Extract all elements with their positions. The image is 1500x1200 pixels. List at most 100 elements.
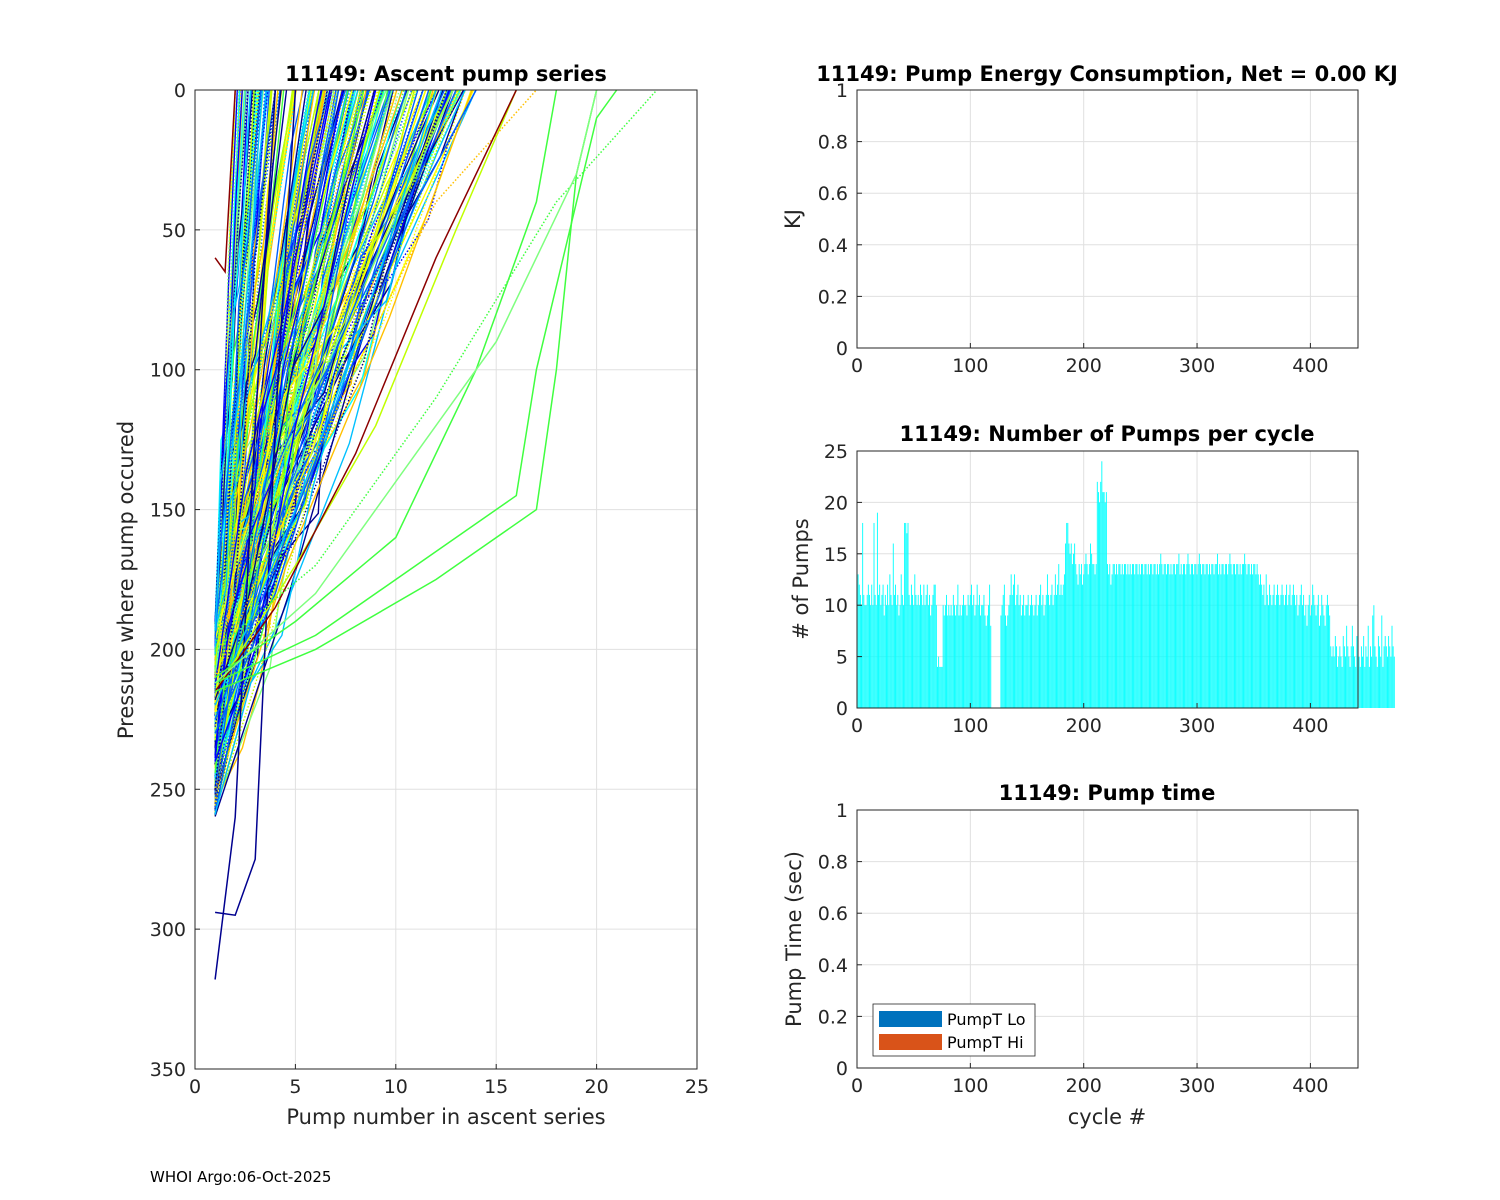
npumps-bar	[1139, 574, 1141, 708]
ascent-profile-line	[214, 90, 353, 713]
npumps-bar	[1159, 564, 1161, 708]
npumps-bar	[1107, 564, 1108, 708]
npumps-bar	[1290, 605, 1292, 708]
energy-ytick-label: 0	[836, 338, 848, 360]
npumps-bar	[1232, 564, 1234, 708]
ascent-profile-line	[214, 90, 447, 807]
npumps-bar	[918, 605, 920, 708]
npumps-xtick-label: 200	[1066, 715, 1102, 737]
npumps-bar	[948, 605, 950, 708]
npumps-bar	[1348, 656, 1350, 708]
ascent-series-line-0	[214, 90, 277, 980]
energy-xtick-label: 0	[851, 355, 863, 377]
npumps-bar	[1370, 646, 1371, 708]
npumps-bar	[920, 584, 921, 708]
npumps-bar	[1015, 605, 1017, 708]
npumps-bar	[964, 605, 966, 708]
npumps-bar	[1029, 605, 1031, 708]
npumps-bar	[1224, 564, 1226, 708]
npumps-bar	[1028, 615, 1030, 708]
npumps-axes-box	[856, 450, 1359, 709]
npumps-bar	[879, 584, 881, 708]
npumps-bar	[1389, 646, 1391, 708]
ascent-ytick-label: 350	[150, 1059, 186, 1081]
energy-xtick-label: 300	[1179, 355, 1215, 377]
npumps-bar	[1104, 502, 1106, 708]
npumps-bar	[876, 512, 878, 708]
npumps-bar	[1090, 543, 1091, 708]
npumps-bar	[1023, 594, 1025, 708]
npumps-bar	[1181, 574, 1183, 708]
npumps-bar	[1068, 543, 1070, 708]
npumps-bar	[1278, 594, 1280, 708]
npumps-bar	[946, 594, 947, 708]
npumps-bar	[985, 625, 987, 708]
pumptime-ytick-label: 0.4	[818, 955, 848, 977]
npumps-bar	[922, 605, 924, 708]
npumps-ytick-label: 10	[824, 595, 848, 617]
ascent-series-line-6	[214, 90, 437, 706]
npumps-bar	[940, 666, 942, 708]
npumps-bar	[1256, 564, 1258, 708]
ascent-ytick-label: 100	[150, 360, 186, 382]
npumps-bar	[1169, 574, 1171, 708]
npumps-bar	[1127, 564, 1129, 708]
npumps-bar	[1112, 564, 1114, 708]
npumps-bar	[1313, 594, 1315, 708]
npumps-bar	[961, 605, 963, 708]
npumps-bar	[981, 605, 983, 708]
npumps-ytick-label: 25	[824, 441, 848, 463]
npumps-bar	[1160, 553, 1162, 708]
npumps-bar	[929, 594, 930, 708]
npumps-bar	[1143, 574, 1145, 708]
npumps-bar	[1281, 584, 1283, 708]
npumps-bar	[1355, 666, 1357, 708]
npumps-bar	[1012, 584, 1014, 708]
npumps-bar	[1175, 574, 1176, 708]
npumps-bar	[925, 594, 927, 708]
npumps-bar	[1027, 594, 1029, 708]
ascent-profile-line	[214, 90, 473, 796]
npumps-bar	[1347, 646, 1349, 708]
npumps-bar	[1295, 605, 1297, 708]
npumps-bar	[1307, 605, 1309, 708]
npumps-bar	[986, 615, 988, 708]
npumps-bar	[1082, 584, 1084, 708]
npumps-bar	[1067, 522, 1069, 708]
npumps-bar	[1215, 564, 1217, 708]
npumps-bar	[1230, 564, 1232, 708]
npumps-bar	[1155, 574, 1157, 708]
npumps-bar	[1360, 646, 1362, 708]
pumptime-xtick-label: 400	[1292, 1075, 1328, 1097]
npumps-bar	[1037, 605, 1039, 708]
npumps-bar	[1238, 574, 1240, 708]
npumps-bar	[1156, 564, 1158, 708]
npumps-bar	[1350, 646, 1352, 708]
npumps-bar	[1176, 564, 1178, 708]
npumps-bar	[881, 594, 883, 708]
npumps-bar	[1148, 574, 1150, 708]
npumps-bar	[1343, 646, 1345, 708]
npumps-bar	[903, 605, 904, 708]
npumps-bar	[1146, 574, 1148, 708]
ascent-profile-line	[214, 90, 294, 666]
npumps-bar	[1172, 564, 1174, 708]
npumps-bar	[1189, 574, 1191, 708]
npumps-xtick-label: 100	[952, 715, 988, 737]
npumps-bar	[1286, 584, 1288, 708]
npumps-bar	[1136, 564, 1138, 708]
npumps-bar	[1330, 646, 1332, 708]
npumps-bar	[939, 666, 941, 708]
npumps-bar	[1092, 564, 1094, 708]
npumps-bar	[878, 594, 879, 708]
npumps-bar	[1193, 574, 1195, 708]
npumps-bar	[1079, 574, 1081, 708]
ascent-profile-line	[214, 90, 347, 636]
pumptime-ticks: 0 100 200 300 400 0 0.2 0.4 0.6 0.8 1	[818, 800, 1329, 1097]
npumps-bar	[1017, 584, 1019, 708]
npumps-bar	[1227, 574, 1229, 708]
npumps-bar	[1279, 605, 1281, 708]
npumps-bar	[1102, 492, 1104, 708]
ascent-profile-line	[214, 90, 430, 815]
npumps-bar	[1178, 553, 1180, 708]
